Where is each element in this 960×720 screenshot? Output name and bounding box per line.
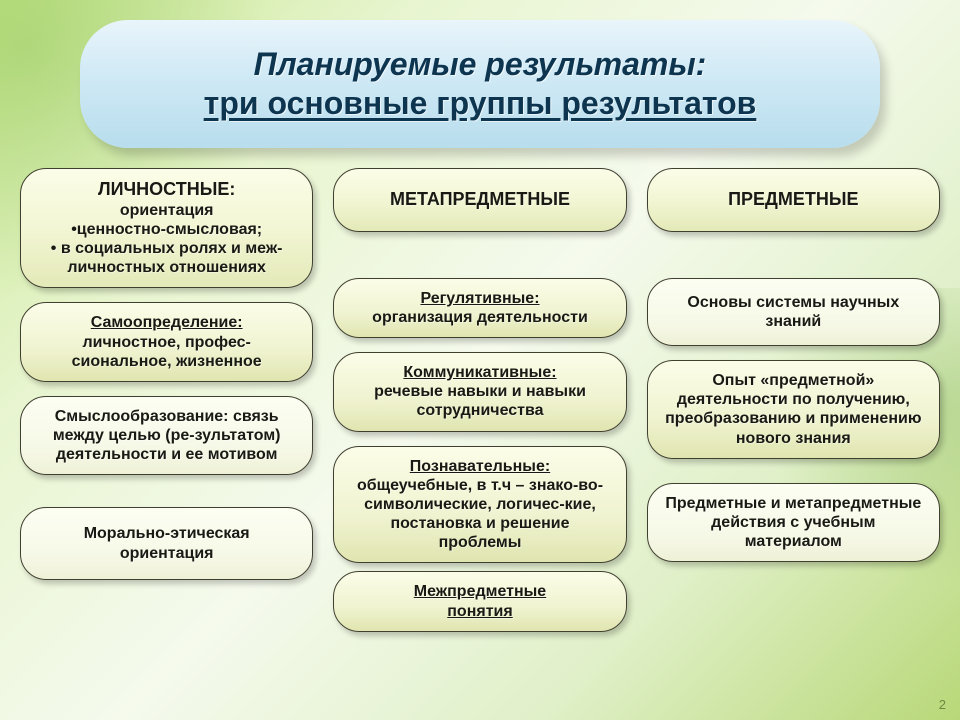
- box-regulative: Регулятивные: организация деятельности: [333, 278, 626, 338]
- box-meaning-making-text: Смыслообразование: связь между целью (ре…: [53, 408, 281, 463]
- box-intersubject: Межпредметные понятия: [333, 571, 626, 631]
- box-scientific-basics: Основы системы научных знаний: [647, 278, 940, 346]
- box-subject-experience: Опыт «предметной» деятельности по получе…: [647, 360, 940, 459]
- box-meaning-making: Смыслообразование: связь между целью (ре…: [20, 396, 313, 476]
- box-subject-experience-text: Опыт «предметной» деятельности по получе…: [665, 372, 921, 447]
- header-subject: ПРЕДМЕТНЫЕ: [647, 168, 940, 232]
- title-line-2: три основные группы результатов: [204, 85, 757, 122]
- column-personal: ЛИЧНОСТНЫЕ: ориентация •ценностно-смысло…: [20, 168, 313, 704]
- title-line-1: Планируемые результаты:: [254, 46, 707, 83]
- header-personal-sub2: •ценностно-смысловая;: [71, 220, 262, 239]
- box-cognitive-text: общеучебные, в т.ч – знако-во-символичес…: [357, 477, 603, 552]
- box-scientific-basics-text: Основы системы научных знаний: [687, 294, 899, 330]
- box-regulative-title: Регулятивные:: [420, 290, 539, 307]
- columns: ЛИЧНОСТНЫЕ: ориентация •ценностно-смысло…: [20, 168, 940, 704]
- box-moral-ethical-text: Морально-этическая ориентация: [84, 525, 250, 561]
- title-pill: Планируемые результаты: три основные гру…: [80, 20, 880, 148]
- box-communicative-title: Коммуникативные:: [403, 364, 556, 381]
- box-regulative-text: организация деятельности: [372, 309, 588, 326]
- header-personal-sub3: • в социальных ролях и меж-: [51, 239, 283, 258]
- header-personal-sub1: ориентация: [120, 201, 214, 220]
- column-metasubject: МЕТАПРЕДМЕТНЫЕ Регулятивные: организация…: [333, 168, 626, 704]
- column-subject: ПРЕДМЕТНЫЕ Основы системы научных знаний…: [647, 168, 940, 704]
- header-metasubject: МЕТАПРЕДМЕТНЫЕ: [333, 168, 626, 232]
- spacer: [333, 246, 626, 264]
- header-personal-sub4: личностных отношениях: [67, 258, 266, 277]
- box-cognitive: Познавательные: общеучебные, в т.ч – зна…: [333, 446, 626, 564]
- box-self-determination: Самоопределение: личностное, профес-сион…: [20, 302, 313, 382]
- box-subject-actions: Предметные и метапредметные действия с у…: [647, 483, 940, 563]
- header-personal-title: ЛИЧНОСТНЫЕ:: [98, 179, 235, 201]
- header-personal: ЛИЧНОСТНЫЕ: ориентация •ценностно-смысло…: [20, 168, 313, 288]
- page-number: 2: [939, 697, 946, 712]
- box-intersubject-l1: Межпредметные: [414, 583, 546, 600]
- box-self-determination-text: личностное, профес-сиональное, жизненное: [72, 334, 262, 370]
- spacer: [647, 246, 940, 264]
- box-self-determination-title: Самоопределение:: [91, 314, 243, 331]
- box-cognitive-title: Познавательные:: [410, 458, 550, 475]
- box-intersubject-l2: понятия: [447, 603, 512, 620]
- box-communicative-text: речевые навыки и навыки сотрудничества: [374, 383, 586, 419]
- box-communicative: Коммуникативные: речевые навыки и навыки…: [333, 352, 626, 432]
- box-subject-actions-text: Предметные и метапредметные действия с у…: [665, 495, 921, 550]
- box-moral-ethical: Морально-этическая ориентация: [20, 507, 313, 579]
